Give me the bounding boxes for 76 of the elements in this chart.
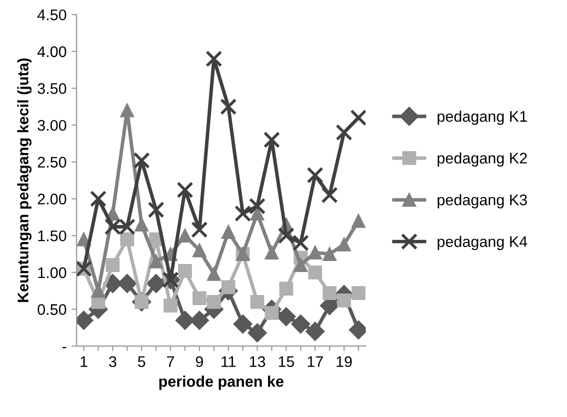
point [206, 50, 222, 68]
point [250, 206, 264, 220]
y-tick-label: 3.50 [38, 83, 66, 94]
legend-label: pedagang K3 [438, 194, 527, 208]
point [220, 98, 237, 116]
y-tick-label: 4.00 [37, 46, 66, 58]
legend-label: pedagang K2 [438, 152, 527, 167]
point [146, 274, 166, 294]
y-tick-label: 2.50 [38, 156, 66, 168]
point [352, 214, 366, 228]
point [120, 103, 134, 118]
point [191, 221, 208, 238]
point [276, 307, 296, 326]
point [106, 258, 120, 272]
point [248, 198, 266, 214]
y-tick-label: 3.00 [38, 120, 66, 131]
point [233, 314, 252, 334]
x-tick-label: 7 [167, 356, 174, 367]
point [192, 291, 206, 306]
x-tick-label: 19 [336, 356, 352, 368]
x-tick-label: 3 [109, 356, 116, 368]
point [279, 282, 294, 296]
point [337, 238, 351, 252]
legend-label: pedagang K4 [438, 236, 528, 250]
x-tick-label: 9 [196, 356, 203, 368]
point [176, 182, 194, 198]
y-tick-label: - [62, 346, 66, 348]
point [322, 286, 337, 300]
point [164, 298, 178, 313]
x-tick-label: 1 [80, 356, 88, 367]
point [350, 109, 366, 126]
point [278, 227, 295, 244]
point [321, 186, 338, 204]
x-tick-label: 17 [308, 356, 323, 367]
point [294, 258, 308, 272]
y-tick-label: 1.50 [38, 230, 66, 242]
y-tick-label: 1.00 [38, 267, 66, 278]
point [306, 322, 325, 341]
point [248, 323, 267, 342]
point [148, 201, 164, 218]
y-tick-label: 4.50 [37, 9, 66, 20]
point [308, 265, 322, 280]
point [308, 246, 322, 260]
x-tick-label: 5 [138, 356, 146, 368]
point [120, 232, 134, 246]
point [178, 264, 192, 278]
x-tick-label: 13 [250, 356, 266, 368]
point [322, 247, 337, 261]
point [149, 254, 164, 268]
point [133, 152, 150, 169]
point [352, 286, 366, 300]
point [221, 280, 236, 294]
point [90, 190, 107, 208]
y-tick-label: 2.00 [38, 194, 66, 204]
point [292, 234, 309, 252]
point [306, 166, 324, 184]
y-tick-label: 0.50 [38, 304, 66, 315]
legend-label: pedagang K1 [438, 110, 527, 125]
point [264, 306, 279, 320]
point [291, 314, 310, 334]
point [178, 228, 192, 243]
x-axis-title: periode panen ke [159, 376, 284, 390]
point [192, 243, 206, 258]
x-tick-label: 11 [222, 356, 236, 367]
point [206, 266, 221, 281]
point [336, 124, 352, 141]
point [206, 294, 221, 309]
point [250, 294, 264, 309]
point [263, 132, 280, 148]
point [134, 218, 149, 232]
point [234, 205, 252, 222]
x-tick-label: 15 [278, 356, 294, 368]
point [221, 224, 236, 239]
y-axis-title: Keuntungan pedagang kecil (juta) [17, 58, 32, 302]
point [337, 293, 351, 308]
point [264, 246, 279, 260]
